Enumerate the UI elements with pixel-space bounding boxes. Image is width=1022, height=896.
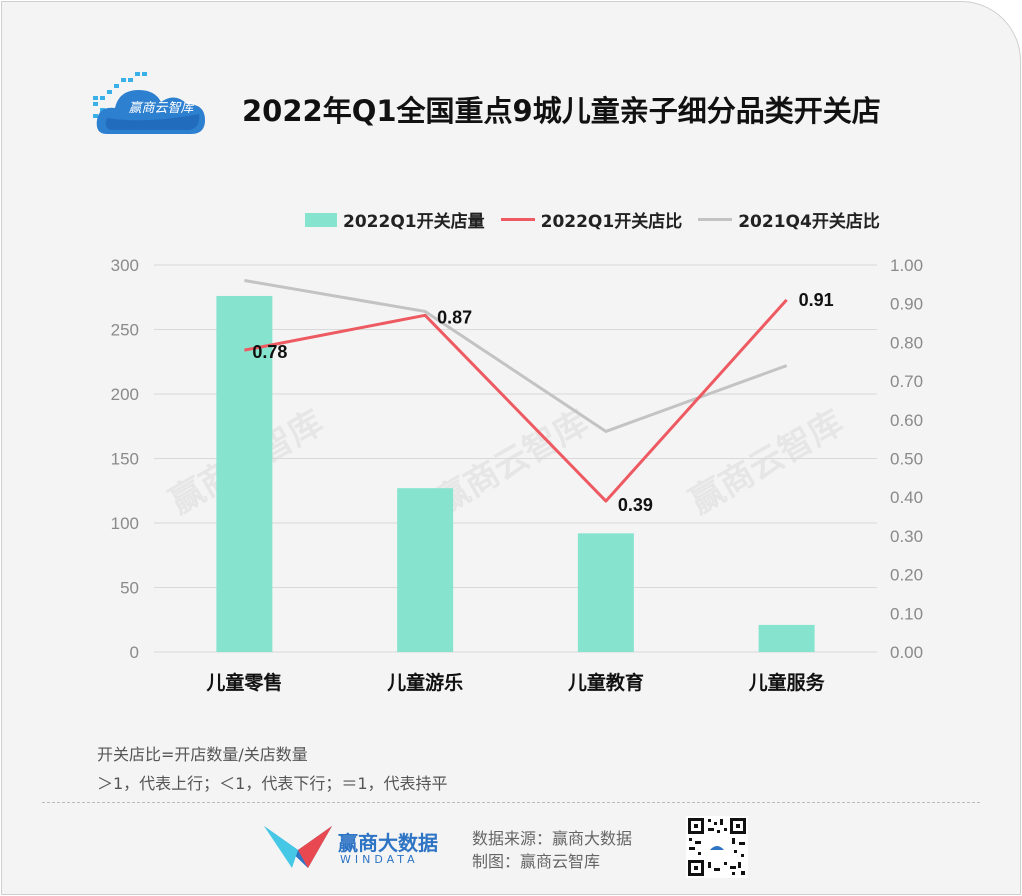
y-right-tick-label: 1.00 — [890, 256, 923, 275]
y-left-tick-label: 0 — [130, 643, 139, 662]
y-left-tick-label: 150 — [111, 450, 139, 469]
bar-儿童服务 — [758, 624, 815, 652]
legend-item-line-2021: 2021Q4开关店比 — [698, 207, 880, 232]
y-left-tick-label: 250 — [111, 321, 139, 340]
y-left-tick-label: 300 — [111, 256, 139, 275]
y-right-tick-label: 0.20 — [890, 566, 923, 585]
y-right-tick-label: 0.50 — [890, 450, 923, 469]
bar-儿童教育 — [577, 533, 634, 652]
data-label: 0.91 — [799, 290, 834, 310]
legend-line-swatch-gray — [698, 218, 733, 221]
data-label: 0.39 — [618, 495, 653, 515]
y-right-tick-label: 0.80 — [890, 333, 923, 352]
y-right-tick-label: 0.40 — [890, 488, 923, 507]
data-label: 0.78 — [252, 342, 287, 362]
x-tick-label: 儿童服务 — [748, 671, 826, 694]
y-left-tick-label: 200 — [111, 385, 139, 404]
footer-divider — [42, 802, 980, 803]
logo-small-text: 赢商云智库 — [128, 100, 195, 116]
note-meaning: ＞1，代表上行；＜1，代表下行；＝1，代表持平 — [97, 774, 448, 793]
y-right-tick-label: 0.60 — [890, 411, 923, 430]
watermark-2: 赢商云智库 — [683, 403, 850, 523]
footer-brand-en: WINDATA — [340, 853, 419, 866]
legend-label-line-2022: 2022Q1开关店比 — [540, 212, 683, 232]
legend-item-line-2022: 2022Q1开关店比 — [500, 207, 683, 232]
legend: 2022Q1开关店量 2022Q1开关店比 2021Q4开关店比 — [305, 207, 896, 232]
legend-bar-swatch — [305, 212, 337, 227]
footer-source: 数据来源：赢商大数据 — [472, 829, 633, 848]
note-definition: 开关店比=开店数量/关店数量 — [97, 745, 308, 764]
x-tick-label: 儿童游乐 — [386, 671, 463, 694]
legend-label-line-2021: 2021Q4开关店比 — [738, 212, 880, 232]
bar-儿童零售 — [216, 295, 273, 652]
yingshang-cloud-logo: 赢商云智库 — [93, 72, 205, 134]
footer-brand-cn: 赢商大数据 — [338, 831, 438, 855]
bar-儿童游乐 — [397, 488, 454, 652]
legend-item-bar: 2022Q1开关店量 — [305, 207, 485, 232]
qr-code-icon — [686, 816, 748, 878]
windata-logo — [264, 826, 332, 868]
y-right-tick-label: 0.30 — [890, 527, 923, 546]
x-tick-label: 儿童教育 — [567, 671, 644, 694]
y-right-tick-label: 0.00 — [890, 643, 923, 662]
page-title: 2022年Q1全国重点9城儿童亲子细分品类开关店 — [242, 94, 881, 128]
line-2022Q1开关店比 — [244, 298, 788, 503]
legend-label-bar: 2022Q1开关店量 — [343, 212, 485, 232]
data-label: 0.87 — [437, 307, 472, 327]
y-left-tick-label: 50 — [120, 579, 139, 598]
y-right-tick-label: 0.90 — [890, 295, 923, 314]
y-right-tick-label: 0.10 — [890, 604, 923, 623]
legend-line-swatch-red — [500, 218, 535, 221]
footer-made-by: 制图：赢商云智库 — [472, 852, 601, 871]
x-tick-label: 儿童零售 — [205, 671, 282, 694]
y-right-tick-label: 0.70 — [890, 372, 923, 391]
y-left-tick-label: 100 — [111, 514, 139, 533]
